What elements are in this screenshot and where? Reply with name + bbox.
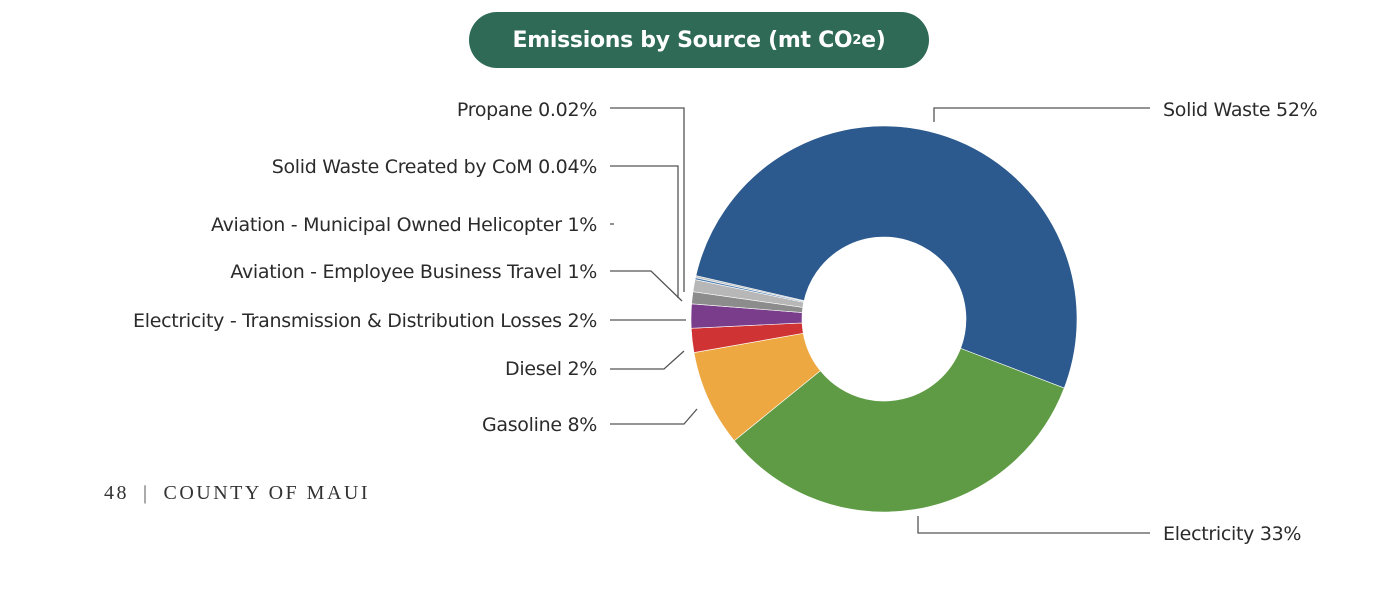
label-solid-waste-com: Solid Waste Created by CoM 0.04% — [271, 156, 598, 178]
label-electricity: Electricity 33% — [1163, 523, 1302, 545]
label-propane: Propane 0.02% — [456, 99, 597, 121]
label-solid-waste: Solid Waste 52% — [1163, 99, 1318, 121]
donut-slice-solid-waste — [694, 125, 1078, 389]
chart-title-end: e) — [861, 27, 886, 53]
label-electricity-td: Electricity - Transmission & Distributio… — [133, 310, 597, 332]
leader-diesel — [610, 350, 685, 370]
chart-title-main: Emissions by Source (mt CO — [512, 27, 853, 53]
label-aviation-helicopter: Aviation - Municipal Owned Helicopter 1% — [210, 214, 597, 236]
leader-gasoline — [610, 408, 698, 425]
label-diesel: Diesel 2% — [505, 358, 597, 380]
publisher-name: COUNTY OF MAUI — [163, 482, 370, 504]
leader-solid-waste — [933, 107, 1150, 122]
page-number: 48 — [104, 482, 129, 504]
leader-solid-waste-com — [610, 165, 679, 298]
chart-title: Emissions by Source (mt CO 2 e) — [469, 12, 929, 68]
leader-electricity — [917, 516, 1150, 534]
page-footer: 48 | COUNTY OF MAUI — [104, 482, 370, 505]
leader-propane — [610, 107, 685, 292]
leader-aviation-business — [610, 270, 683, 302]
donut-slice-electricity — [733, 347, 1065, 513]
donut-slice-propane — [695, 275, 805, 302]
footer-separator: | — [143, 482, 150, 504]
chart-title-subscript: 2 — [852, 32, 862, 48]
label-gasoline: Gasoline 8% — [481, 414, 597, 436]
label-aviation-business: Aviation - Employee Business Travel 1% — [230, 261, 597, 283]
